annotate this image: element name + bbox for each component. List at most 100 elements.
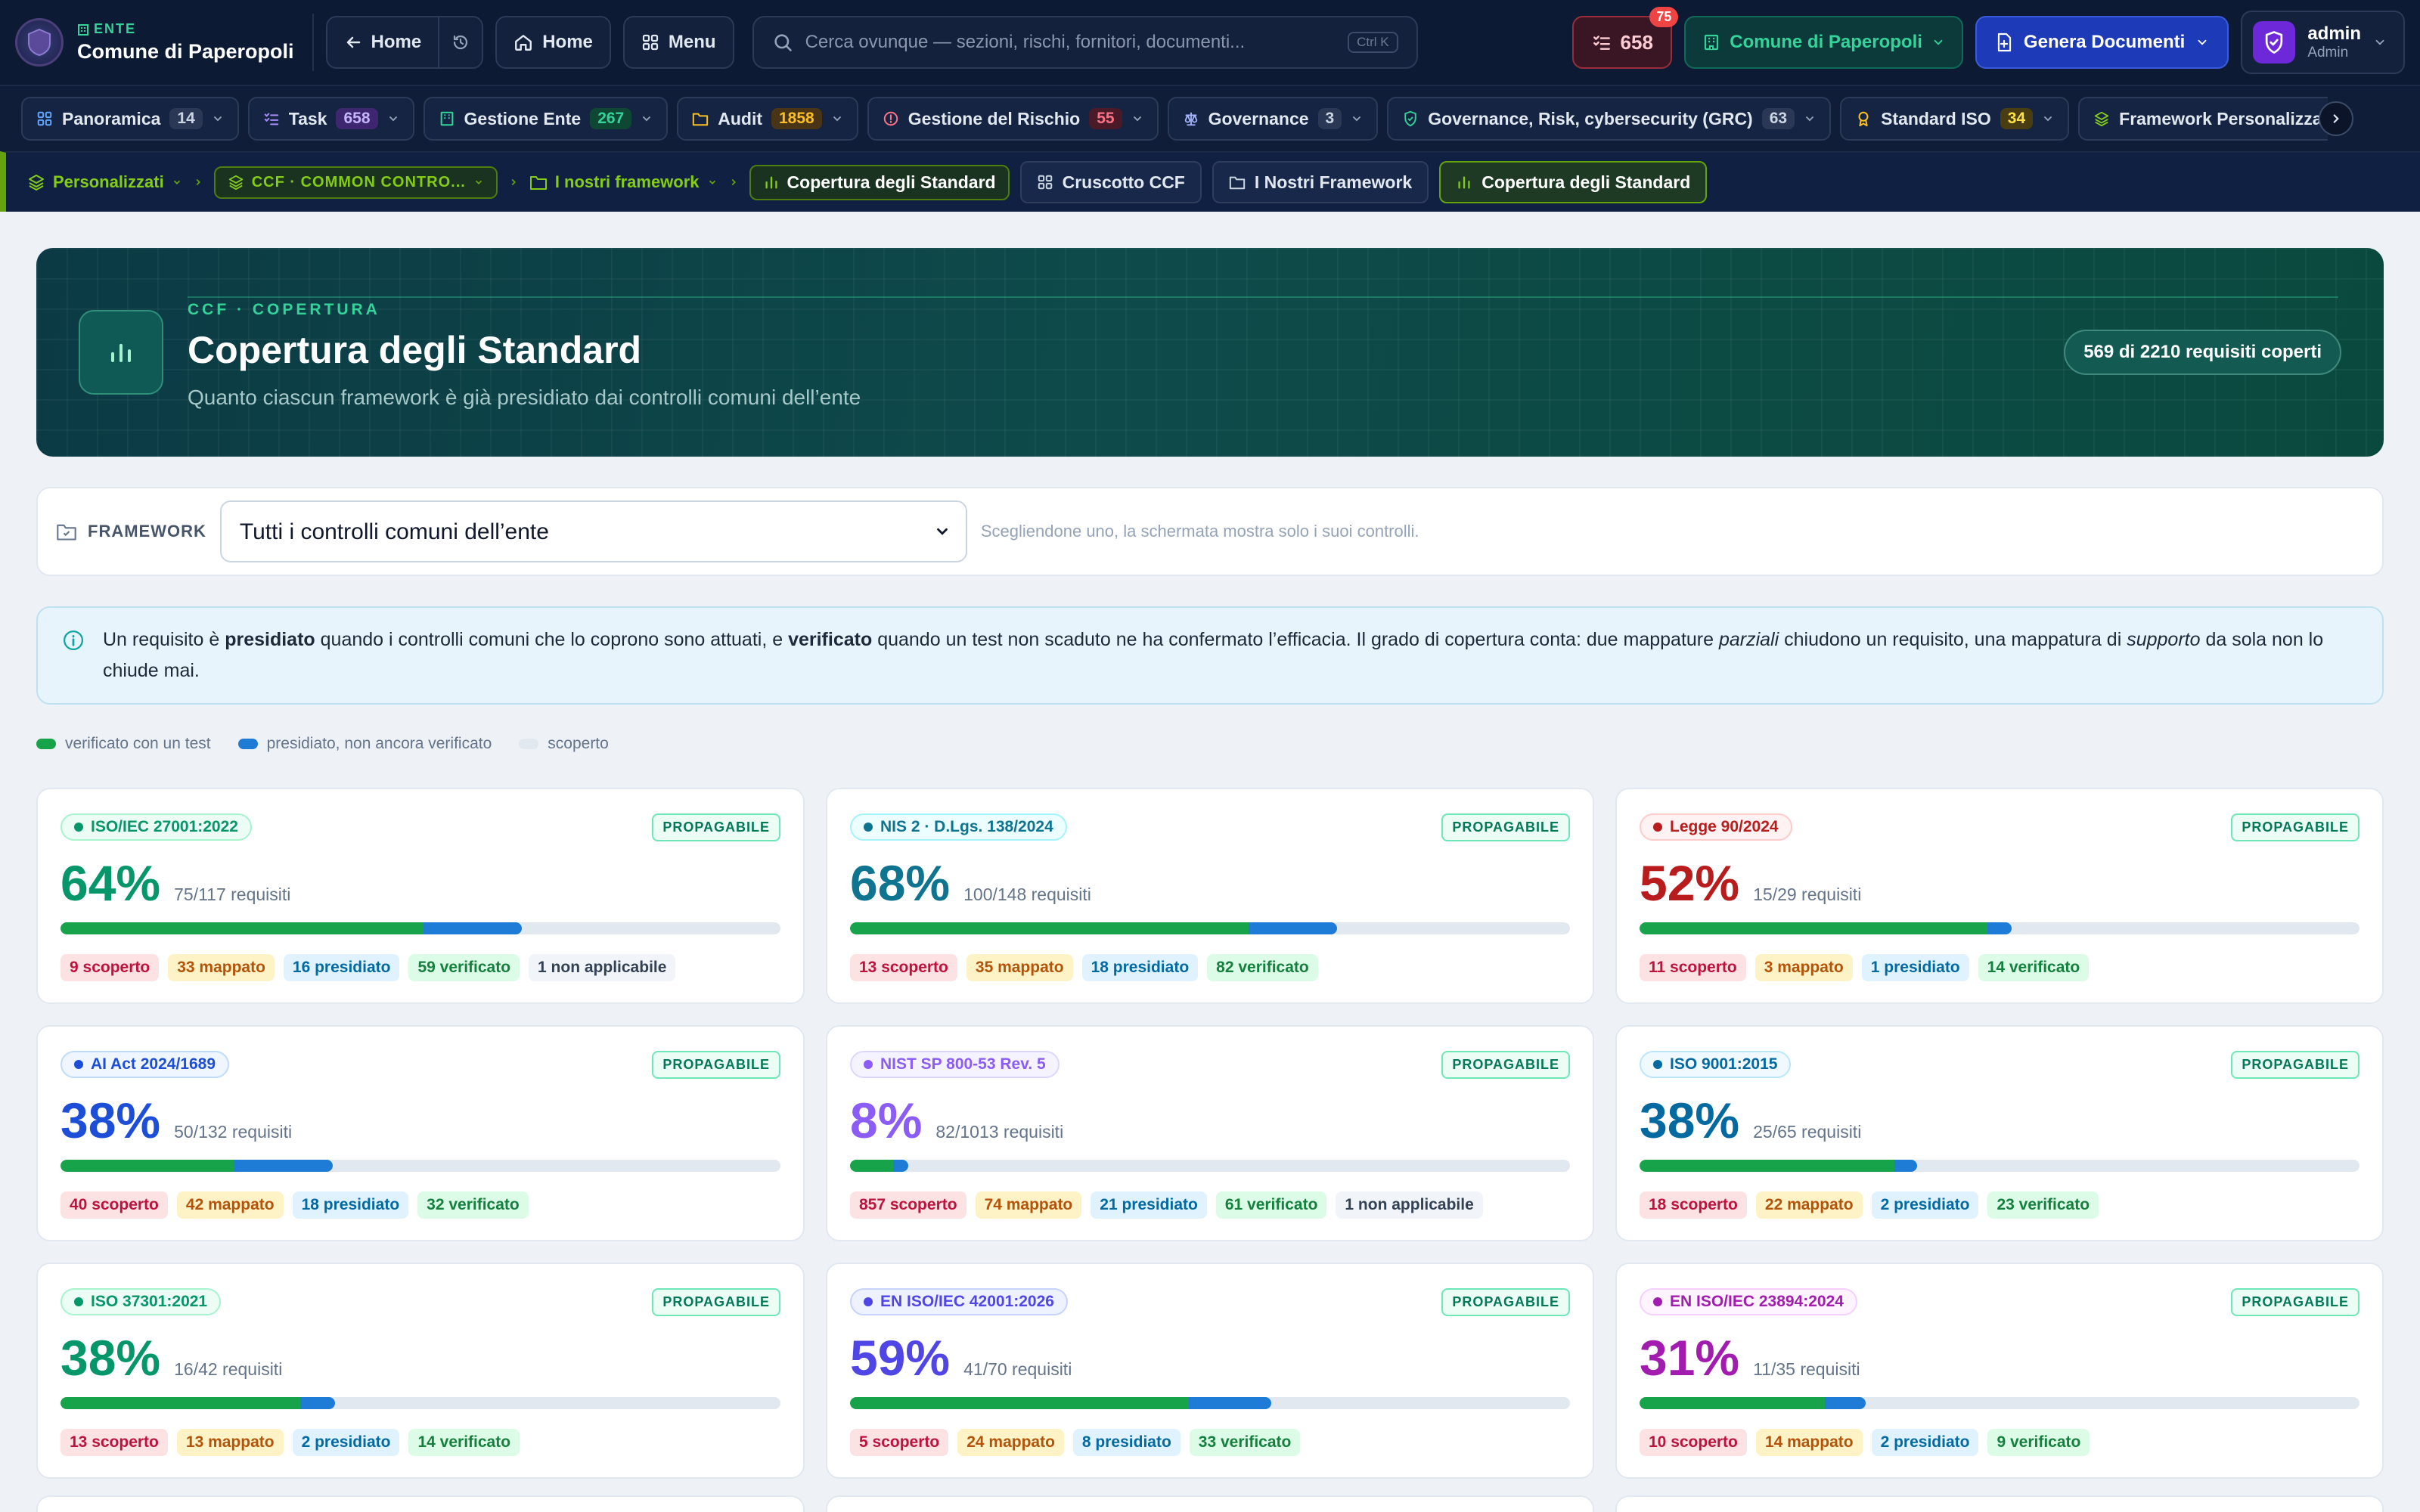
framework-label-text: FRAMEWORK xyxy=(88,522,206,541)
coverage-bar xyxy=(850,922,1570,934)
propagable-badge: PROPAGABILE xyxy=(652,813,780,841)
section-nav: Panoramica 14 Task 658 Gestione Ente 267 Audit… xyxy=(0,85,2420,151)
nav-label: Gestione Ente xyxy=(464,108,582,129)
history-button[interactable] xyxy=(439,17,482,67)
nav-task[interactable]: Task 658 xyxy=(247,97,414,141)
framework-name: ISO/IEC 27001:2022 xyxy=(91,818,238,835)
breadcrumb-ccf[interactable]: CCF · COMMON CONTRO... xyxy=(213,166,498,199)
bar-covered-segment xyxy=(1824,1397,1866,1409)
legend-uncovered: scoperto xyxy=(519,735,609,753)
framework-card[interactable]: NIST SP 800-53 Rev. 5 PROPAGABILE 8% 82/101… xyxy=(826,1025,1594,1241)
brand[interactable]: ENTE Comune di Paperopoli xyxy=(15,14,314,71)
bar-covered-segment xyxy=(1249,922,1337,934)
status-breakdown: 13 scoperto 13 mappato 2 presidiato 14 veri… xyxy=(60,1429,780,1456)
coverage-percent: 64% xyxy=(60,855,161,911)
propagable-badge: PROPAGABILE xyxy=(1441,1288,1570,1316)
stat-badge: 9 verificato xyxy=(1987,1429,2090,1456)
back-home-button[interactable]: Home xyxy=(327,17,439,67)
global-search[interactable]: Ctrl K xyxy=(752,16,1418,69)
tab-copertura-degli-standard[interactable]: Copertura degli Standard xyxy=(1439,161,1708,203)
framework-card[interactable]: EN ISO/IEC 23894:2024 PROPAGABILE 31% 11/35… xyxy=(1615,1263,2384,1479)
tab-label: Cruscotto CCF xyxy=(1062,172,1185,192)
nav-framework-personalizzati[interactable]: Framework Personalizzati xyxy=(2078,97,2328,141)
stat-badge: 10 scoperto xyxy=(1640,1429,1747,1456)
coverage-bar xyxy=(1640,1397,2360,1409)
framework-tag: NIS 2 · D.Lgs. 138/2024 xyxy=(850,813,1067,841)
framework-card[interactable]: NIS 2 · D.Lgs. 138/2024 PROPAGABILE 68% 100… xyxy=(826,788,1594,1004)
nav-gestione-ente[interactable]: Gestione Ente 267 xyxy=(423,97,669,141)
bar-verified-segment xyxy=(1640,922,1987,934)
nav-panoramica[interactable]: Panoramica 14 xyxy=(21,97,239,141)
breadcrumb-root-label: Personalizzati xyxy=(53,172,164,191)
tab-i-nostri-framework[interactable]: I Nostri Framework xyxy=(1212,161,1429,203)
building-icon xyxy=(78,23,88,36)
user-menu[interactable]: admin Admin xyxy=(2241,11,2405,74)
arrow-left-icon xyxy=(346,36,360,48)
nav-scroll-right-button[interactable] xyxy=(2319,101,2354,136)
requirements-count: 100/148 requisiti xyxy=(963,885,1091,904)
breadcrumb-ours-label: I nostri framework xyxy=(554,172,700,191)
nav-label: Audit xyxy=(718,108,762,129)
search-input[interactable] xyxy=(805,32,1336,53)
stat-badge: 74 mappato xyxy=(975,1191,1082,1219)
nav-gestione-del-rischio[interactable]: Gestione del Rischio 55 xyxy=(867,97,1159,141)
nav-governance[interactable]: Governance 3 xyxy=(1167,97,1379,141)
requirements-count: 16/42 requisiti xyxy=(174,1359,283,1379)
nav-audit[interactable]: Audit 1858 xyxy=(677,97,858,141)
ente-selector-label: Comune di Paperopoli xyxy=(1730,32,1922,52)
stat-badge: 16 presidiato xyxy=(283,954,400,981)
tab-cruscotto-ccf[interactable]: Cruscotto CCF xyxy=(1019,161,1202,203)
coverage-percent: 8% xyxy=(850,1092,923,1148)
bar-verified-segment xyxy=(60,922,424,934)
status-breakdown: 857 scoperto 74 mappato 21 presidiato 61 ve… xyxy=(850,1191,1570,1219)
chevron-down-icon xyxy=(1806,116,1814,122)
stat-badge: 59 verificato xyxy=(408,954,520,981)
breadcrumb: Personalizzati CCF · COMMON CONTRO... I … xyxy=(0,151,2420,212)
bar-verified-segment xyxy=(1640,1397,1825,1409)
breadcrumb-current-label: Copertura degli Standard xyxy=(786,172,996,192)
breadcrumb-personalizzati[interactable]: Personalizzati xyxy=(27,172,182,192)
framework-name: EN ISO/IEC 23894:2024 xyxy=(1670,1293,1844,1310)
propagable-badge: PROPAGABILE xyxy=(652,1051,780,1079)
breadcrumb-nostri-framework[interactable]: I nostri framework xyxy=(529,172,718,192)
nav-standard-iso[interactable]: Standard ISO 34 xyxy=(1840,97,2070,141)
coverage-legend: verificato con un test presidiato, non a… xyxy=(36,735,609,753)
coverage-bar xyxy=(60,1160,780,1172)
nav-count: 63 xyxy=(1761,108,1795,129)
home-button[interactable]: Home xyxy=(495,16,611,69)
menu-button[interactable]: Menu xyxy=(622,16,734,69)
framework-card[interactable]: EN ISO/IEC 42001:2026 PROPAGABILE 59% 41/70… xyxy=(826,1263,1594,1479)
nav-governance-risk-cybersecurity-grc[interactable]: Governance, Risk, cybersecurity (GRC) 63 xyxy=(1387,97,1832,141)
tasks-button[interactable]: 658 75 xyxy=(1572,7,1679,69)
framework-label: FRAMEWORK xyxy=(56,522,206,541)
stat-badge: 1 non applicabile xyxy=(1336,1191,1483,1219)
ente-selector[interactable]: Comune di Paperopoli xyxy=(1684,16,1963,69)
layers-icon xyxy=(29,175,44,191)
stat-badge: 11 scoperto xyxy=(1640,954,1746,981)
stat-badge: 2 presidiato xyxy=(1871,1191,1979,1219)
framework-card[interactable]: AI Act 2024/1689 PROPAGABILE 38% 50/132 req… xyxy=(36,1025,805,1241)
framework-name: NIS 2 · D.Lgs. 138/2024 xyxy=(880,818,1053,835)
coverage-percent: 68% xyxy=(850,855,951,911)
framework-name: EN ISO/IEC 42001:2026 xyxy=(880,1293,1054,1310)
framework-card[interactable]: Legge 90/2024 PROPAGABILE 52% 15/29 requisi… xyxy=(1615,788,2384,1004)
document-plus-icon xyxy=(1997,33,2012,52)
nav-label: Governance xyxy=(1208,108,1309,129)
requirements-count: 82/1013 requisiti xyxy=(935,1122,1064,1142)
folder-icon xyxy=(692,110,709,127)
framework-tag: ISO/IEC 27001:2022 xyxy=(60,813,252,841)
chevron-down-icon xyxy=(2044,116,2052,122)
page-eyebrow: CCF · COPERTURA xyxy=(188,301,380,318)
search-icon xyxy=(774,34,792,51)
framework-card[interactable]: ISO 37301:2021 PROPAGABILE 38% 16/42 requis… xyxy=(36,1263,805,1479)
coverage-percent: 31% xyxy=(1640,1330,1740,1386)
top-bar: ENTE Comune di Paperopoli Home Home Menu… xyxy=(0,0,2420,85)
framework-select[interactable]: Tutti i controlli comuni dell’ente xyxy=(219,500,967,562)
framework-tag: Legge 90/2024 xyxy=(1640,813,1792,841)
generate-documents-button[interactable]: Genera Documenti xyxy=(1975,16,2229,69)
framework-card[interactable]: ISO/IEC 27001:2022 PROPAGABILE 64% 75/117 r… xyxy=(36,788,805,1004)
framework-card[interactable]: ISO 9001:2015 PROPAGABILE 38% 25/65 requisi… xyxy=(1615,1025,2384,1241)
framework-name: ISO 9001:2015 xyxy=(1670,1055,1778,1073)
checklist-icon xyxy=(263,110,280,127)
grid-icon xyxy=(1038,175,1052,190)
